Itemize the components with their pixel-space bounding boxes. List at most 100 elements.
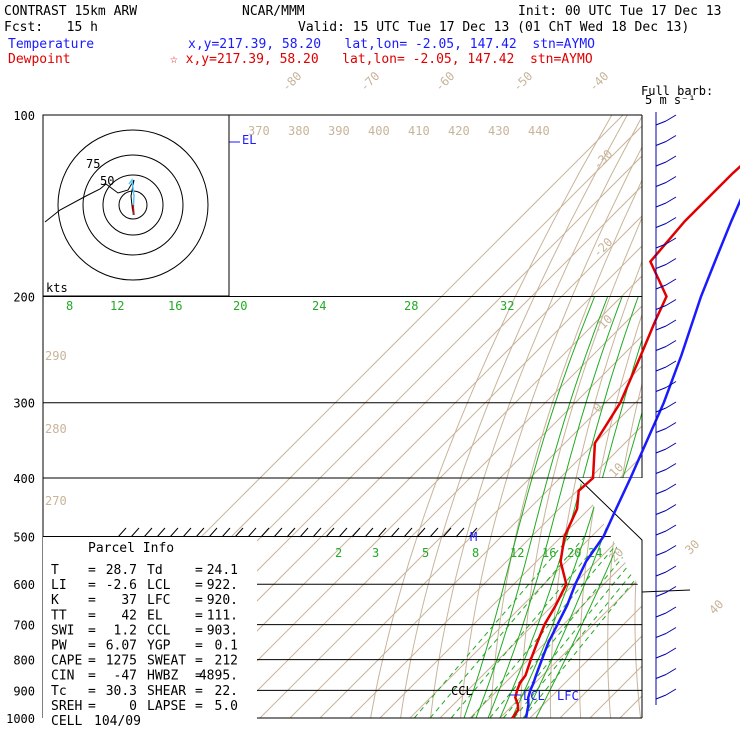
isotherm-line — [199, 115, 642, 718]
wind-barb-flag — [665, 340, 677, 347]
parcel-value2: 920. — [207, 593, 238, 608]
parcel-value: 42 — [121, 608, 137, 623]
parcel-key: CIN — [51, 669, 74, 684]
wind-barb — [655, 428, 667, 433]
valid-label: Valid: 15 UTC Tue 17 Dec 13 (01 ChT Wed … — [298, 20, 689, 35]
parcel-eq2: = — [195, 608, 203, 623]
wind-barb — [655, 489, 667, 495]
temperature-legend: Temperature — [8, 37, 94, 52]
wind-barb-flag — [665, 422, 677, 429]
parcel-key: SWI — [51, 623, 74, 638]
theta-label: 440 — [528, 124, 550, 138]
wind-barb-flag — [665, 545, 677, 552]
mixing-ratio-line — [513, 536, 642, 718]
wind-barb — [655, 284, 667, 290]
parcel-eq: = — [88, 623, 96, 638]
parcel-key2: YGP — [147, 639, 171, 654]
dry-adiabat — [520, 115, 642, 718]
wind-barb — [655, 592, 667, 597]
wind-barb — [655, 653, 667, 659]
parcel-value2: 212 — [215, 654, 238, 669]
wind-barb-flag — [665, 647, 677, 655]
wind-barb-flag — [665, 278, 677, 286]
wind-barb — [655, 694, 667, 700]
wind-barb-flag — [665, 360, 677, 368]
freezing-hatch — [117, 527, 478, 538]
wind-barb-flag — [665, 381, 677, 388]
mixing-ratio-label: 3 — [372, 546, 379, 560]
parcel-value2: 922. — [207, 578, 238, 593]
wind-barb — [655, 141, 667, 146]
parcel-value2: 4895. — [199, 669, 238, 684]
parcel-eq2: = — [195, 563, 203, 578]
wind-barb — [655, 469, 667, 474]
pressure-tick-label: 100 — [13, 109, 35, 123]
isotherm-line — [529, 115, 642, 718]
parcel-key: SREH — [51, 699, 82, 714]
dewpoint-info: ☆ x,y=217.39, 58.20 lat,lon= -2.05, 147.… — [170, 52, 593, 67]
parcel-value: 37 — [121, 593, 137, 608]
wind-barb — [655, 346, 667, 351]
parcel-eq2: = — [195, 669, 203, 684]
parcel-title: Parcel Info — [88, 541, 174, 556]
wind-barb-flag — [665, 688, 677, 696]
theta-label: 370 — [248, 124, 270, 138]
marker-lcl: LCL — [523, 689, 545, 703]
mixing-ratio-label: 8 — [472, 546, 479, 560]
parcel-eq: = — [88, 669, 96, 684]
dry-adiabat — [400, 115, 628, 718]
lower-right-mask — [578, 478, 740, 740]
init-label: Init: 00 UTC Tue 17 Dec 13 — [518, 4, 722, 19]
pressure-tick-label: 600 — [13, 578, 35, 592]
wind-barb — [655, 202, 667, 208]
pressure-tick-label: 700 — [13, 619, 35, 633]
parcel-key: Tc — [51, 684, 67, 699]
parcel-key2: LFC — [147, 593, 170, 608]
parcel-value2: 24.1 — [207, 563, 238, 578]
theta-label: 410 — [408, 124, 430, 138]
wind-barb — [655, 674, 667, 679]
dewpoint-profile — [511, 165, 740, 719]
parcel-eq: = — [88, 699, 96, 714]
dewpoint-legend: Dewpoint — [8, 52, 71, 67]
wind-barb — [655, 612, 667, 618]
isotherm-line — [379, 115, 642, 718]
wind-barb — [655, 551, 667, 556]
parcel-info-box: Parcel Info T = 28.7 Td = 24.1 LI = -2.6 LCL = 922. K… — [43, 537, 257, 729]
theta-left-label: 280 — [45, 422, 67, 436]
parcel-value2: 22. — [215, 684, 238, 699]
wind-barb — [655, 448, 667, 454]
wind-barb-flag — [665, 258, 677, 265]
parcel-eq: = — [88, 684, 96, 699]
wind-barb-flag — [665, 483, 677, 491]
parcel-value: 104/09 — [94, 714, 141, 729]
dry-adiabat — [370, 115, 613, 718]
moist-adiabat-label: 28 — [404, 299, 418, 313]
parcel-eq: = — [88, 654, 96, 669]
parcel-key: CELL — [51, 714, 82, 729]
theta-left-label: 290 — [45, 349, 67, 363]
moist-adiabat-label: 16 — [168, 299, 182, 313]
parcel-value: 0 — [129, 699, 137, 714]
parcel-key: TT — [51, 608, 67, 623]
wind-barb-flag — [665, 565, 677, 573]
moist-adiabat-label: 24 — [312, 299, 326, 313]
wind-barb — [655, 305, 667, 310]
barb-title: Full barb: — [641, 84, 713, 98]
parcel-value2: 5.0 — [215, 699, 238, 714]
hodograph-ring — [102, 174, 164, 236]
parcel-eq2: = — [195, 578, 203, 593]
parcel-eq: = — [88, 593, 96, 608]
moist-adiabat-label: 8 — [66, 299, 73, 313]
temperature-info: x,y=217.39, 58.20 lat,lon= -2.05, 147.42… — [188, 37, 595, 52]
wind-barb — [655, 161, 667, 167]
marker-el: EL — [242, 133, 256, 147]
pressure-tick-label: 900 — [13, 684, 35, 698]
wind-barb — [655, 325, 667, 331]
mixing-ratio-line — [429, 536, 586, 718]
parcel-key2: EL — [147, 608, 163, 623]
isotherm-label: -70 — [357, 69, 382, 94]
wind-barb-flag — [665, 442, 677, 450]
parcel-eq2: = — [195, 654, 203, 669]
